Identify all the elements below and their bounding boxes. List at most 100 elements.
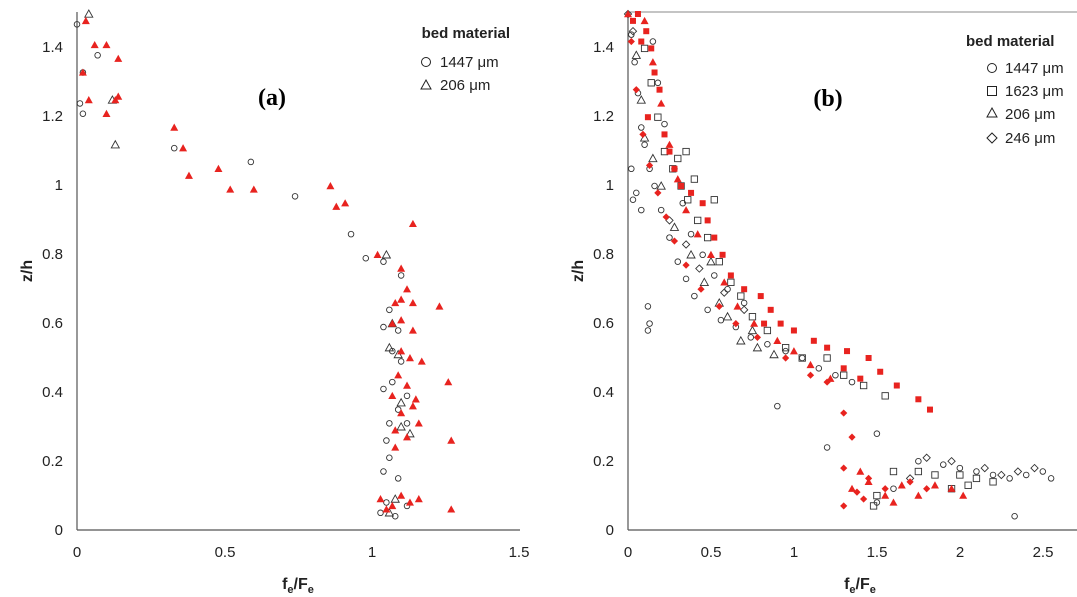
chart-a-point-circle-black (383, 499, 390, 506)
chart-a-point-triangle-red (332, 202, 341, 210)
chart-a-point-triangle-red (408, 326, 417, 334)
chart-b-point-triangle-black (699, 277, 710, 286)
chart-b-point-square-black (859, 381, 868, 390)
chart-a-point-triangle-black (110, 139, 121, 149)
chart-b-ytick: 0.6 (593, 315, 614, 332)
chart-b-point-triangle-red (693, 230, 702, 238)
chart-b-point-diamond-red (923, 485, 931, 493)
chart-b-panel-label: (b) (813, 86, 842, 112)
chart-b-legend-marker-triangle (986, 106, 998, 118)
chart-b-point-square-red (865, 355, 872, 361)
chart-b-point-square-red (704, 217, 711, 224)
chart-b-point-circle-black (641, 141, 648, 148)
chart-a-xtick: 1.5 (509, 544, 530, 561)
chart-b-xtick: 0 (624, 544, 632, 561)
chart-b-point-circle-black (699, 251, 706, 259)
chart-b-point-circle-black (711, 272, 718, 279)
chart-b-point-square-red (719, 251, 726, 258)
chart-a-point-circle-black (362, 254, 370, 262)
chart-b-point-triangle-red (930, 481, 939, 489)
chart-b-point-circle-black (631, 58, 638, 66)
chart-b-point-circle-black (628, 165, 635, 173)
chart-b-xtick: 1.5 (867, 544, 888, 561)
chart-a-ytick: 0 (55, 522, 63, 539)
chart-b-point-circle-black (1011, 512, 1018, 520)
chart-b-point-circle-black (747, 334, 755, 341)
chart-b-point-circle-black (740, 299, 748, 307)
chart-b-point-circle-black (1022, 471, 1030, 479)
chart-a-points (73, 9, 456, 520)
chart-a-point-triangle-black (84, 9, 94, 18)
chart-b-point-square-black (972, 474, 981, 483)
chart-a-point-triangle-red (403, 433, 412, 441)
chart-b-point-circle-black (691, 292, 698, 300)
chart-b-point-circle-black (649, 38, 657, 45)
chart-b-point-square-red (638, 38, 645, 45)
chart-b-point-diamond-black (628, 26, 638, 36)
chart-b-point-triangle-red (720, 278, 729, 286)
chart-b-point-circle-black (704, 306, 711, 314)
chart-b-point-diamond-red (715, 302, 723, 310)
chart-a-point-triangle-red (397, 491, 406, 499)
chart-b-point-square-red (757, 293, 764, 300)
chart-b-point-triangle-black (706, 256, 716, 266)
chart-b-point-diamond-red (645, 161, 654, 169)
chart-a-point-triangle-red (382, 505, 391, 513)
chart-b-point-triangle-red (914, 491, 923, 499)
chart-b-point-square-black (956, 471, 964, 479)
chart-b-ylabel: z/h (570, 260, 587, 282)
chart-b-point-circle-black (973, 468, 980, 475)
chart-b-point-circle-black (682, 275, 690, 283)
chart-b-xtick: 2.5 (1033, 544, 1054, 561)
chart-b-point-triangle-red (959, 491, 968, 499)
chart-b-point-square-red (643, 28, 650, 35)
chart-b: 0 0.2 0.4 0.6 0.8 1 1.2 1.4 0 0.5 1 1.5 … (570, 9, 1077, 596)
chart-a-ytick: 0.2 (42, 453, 63, 470)
chart-a-point-triangle-red (81, 16, 90, 25)
chart-a-point-triangle-red (403, 285, 412, 293)
chart-b-point-circle-black (654, 79, 662, 87)
chart-b-ytick: 1.2 (593, 108, 614, 125)
chart-b-point-square-red (840, 365, 847, 372)
chart-b-legend-title: bed material (966, 33, 1054, 50)
chart-b-point-square-red (648, 45, 655, 52)
chart-b-point-triangle-red (750, 319, 759, 327)
chart-a-point-circle-black (397, 272, 405, 279)
chart-b-point-square-red (671, 165, 678, 172)
chart-b-point-diamond-black (922, 453, 931, 462)
chart-a-point-circle-black (394, 327, 402, 334)
chart-b-point-square-red (877, 368, 884, 375)
chart-b-point-triangle-red (706, 250, 715, 258)
chart-a-x-ticks: 0 0.5 1 1.5 (73, 544, 530, 561)
chart-b-point-circle-black (629, 196, 637, 204)
chart-b-point-diamond-black (720, 288, 729, 297)
chart-b-point-triangle-black (669, 222, 680, 231)
chart-b-point-diamond-black (997, 470, 1006, 480)
chart-b-point-square-black (737, 292, 745, 300)
chart-b-point-circle-black (774, 402, 781, 410)
chart-b-point-square-black (914, 467, 923, 476)
chart-b-point-square-black (989, 478, 997, 486)
chart-b-point-square-black (654, 113, 662, 121)
chart-b-point-square-red (629, 17, 636, 24)
chart-b-point-square-red (651, 69, 658, 76)
chart-b-point-diamond-black (1030, 463, 1039, 473)
chart-b-point-circle-black (764, 340, 771, 348)
chart-a-ytick: 0.8 (42, 246, 63, 263)
chart-b-point-circle-black (798, 354, 806, 362)
chart-b-points (623, 9, 1055, 520)
chart-a: 0 0.2 0.4 0.6 0.8 1 1.2 1.4 0 0.5 1 1.5 … (19, 9, 530, 596)
chart-a-point-triangle-red (90, 40, 99, 49)
chart-b-point-circle-black (717, 316, 725, 324)
chart-b-point-circle-black (1047, 475, 1055, 482)
chart-b-point-circle-black (815, 365, 823, 372)
chart-b-legend-marker-diamond (986, 132, 998, 144)
chart-b-legend-marker-circle (987, 63, 997, 73)
chart-b-point-square-red (844, 348, 851, 355)
chart-a-point-circle-black (94, 52, 101, 59)
chart-a-point-circle-black (377, 509, 384, 517)
chart-b-point-diamond-black (623, 9, 633, 19)
chart-b-point-circle-black (873, 430, 881, 437)
chart-b-point-diamond-black (681, 240, 691, 249)
chart-a-point-triangle-black (396, 397, 406, 407)
